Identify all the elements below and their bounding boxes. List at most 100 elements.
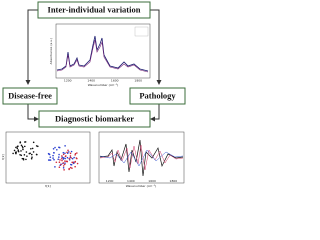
scatter-point bbox=[31, 156, 33, 159]
scatter-point bbox=[64, 145, 66, 147]
scatter-point bbox=[52, 154, 54, 157]
scatter-point bbox=[31, 147, 34, 150]
scatter-point bbox=[32, 151, 35, 153]
scatter-point bbox=[73, 156, 75, 159]
scatter-point bbox=[54, 166, 56, 168]
scatter-point bbox=[55, 161, 58, 164]
scatter-point bbox=[58, 161, 61, 164]
scatter-point bbox=[19, 153, 21, 156]
scatter-point bbox=[13, 149, 16, 152]
loading-line bbox=[99, 139, 184, 177]
scatter-point bbox=[17, 145, 19, 147]
scatter-point bbox=[74, 165, 76, 168]
scatter-point bbox=[68, 157, 71, 160]
scatter-point bbox=[30, 153, 33, 156]
scatter-point bbox=[23, 154, 26, 156]
scatter-point bbox=[26, 155, 28, 157]
scatter-point bbox=[49, 159, 52, 161]
scatter-point bbox=[68, 167, 70, 170]
scatter-point bbox=[15, 151, 17, 153]
scatter-point bbox=[74, 154, 76, 156]
scatter-point bbox=[66, 156, 69, 159]
node-label: Pathology bbox=[139, 90, 176, 100]
scatter-point bbox=[25, 151, 28, 153]
scatter-point bbox=[69, 166, 72, 169]
scatter-point bbox=[58, 166, 61, 169]
spectrum-line bbox=[56, 39, 149, 73]
legend bbox=[134, 26, 149, 37]
scores-plot bbox=[5, 131, 91, 184]
x-tick-label: 1800 bbox=[170, 179, 178, 183]
arrow bbox=[25, 9, 38, 85]
scatter-point bbox=[64, 162, 66, 164]
arrow bbox=[27, 104, 39, 122]
scatter-point bbox=[62, 167, 65, 169]
scatter-point bbox=[21, 145, 24, 148]
scatter-point bbox=[47, 159, 50, 161]
scatter-point bbox=[69, 152, 72, 155]
scatter-point bbox=[15, 146, 17, 149]
scatter-point bbox=[52, 147, 55, 150]
graphical-abstract: Inter-individual variation Wavenumber (c… bbox=[1, 1, 186, 188]
scatter-point bbox=[57, 158, 60, 161]
scatter-point bbox=[22, 148, 24, 151]
x-tick-label: 1400 bbox=[87, 79, 95, 83]
arrow bbox=[150, 104, 160, 122]
node-box bbox=[38, 110, 151, 128]
scatter-point bbox=[62, 153, 65, 156]
scatter-point bbox=[67, 149, 69, 152]
scatter-point bbox=[20, 154, 23, 157]
scatter-point bbox=[62, 165, 65, 167]
node-box bbox=[2, 87, 58, 105]
scatter-point bbox=[63, 169, 65, 171]
scatter-point bbox=[58, 146, 61, 149]
scatter-point bbox=[25, 158, 27, 161]
scatter-point bbox=[35, 145, 38, 147]
x-tick-label: 1600 bbox=[111, 79, 119, 83]
node-box bbox=[129, 87, 186, 105]
x-tick-label: 1400 bbox=[127, 179, 135, 183]
scatter-point bbox=[56, 148, 58, 151]
scatter-point bbox=[71, 167, 73, 169]
scatter-point bbox=[66, 151, 68, 154]
x-tick-label: 1800 bbox=[134, 79, 142, 83]
scatter-point bbox=[70, 150, 73, 153]
scatter-point bbox=[28, 152, 31, 155]
scatter-point bbox=[60, 163, 62, 166]
x-label: t[1] bbox=[45, 184, 50, 188]
scatter-point bbox=[71, 157, 74, 160]
scatter-point bbox=[12, 152, 14, 155]
y-label: t[2] bbox=[1, 154, 5, 159]
scatter-point bbox=[68, 159, 71, 161]
scatter-point bbox=[63, 163, 66, 166]
scatter-point bbox=[68, 151, 70, 153]
scatter-point bbox=[36, 153, 38, 156]
scatter-point bbox=[75, 157, 78, 159]
scatter-point bbox=[61, 155, 63, 157]
scatter-point bbox=[30, 148, 32, 150]
scatter-point bbox=[70, 164, 73, 166]
scatter-point bbox=[65, 155, 67, 157]
scatter-point bbox=[64, 160, 66, 162]
scatter-point bbox=[16, 147, 19, 150]
scatter-point bbox=[23, 145, 26, 148]
title-box bbox=[37, 1, 151, 19]
scatter-point bbox=[20, 150, 22, 152]
scatter-point bbox=[74, 160, 77, 163]
scatter-point bbox=[49, 156, 52, 158]
scatter-point bbox=[53, 158, 55, 161]
scatter-point bbox=[76, 152, 78, 154]
scatter-point bbox=[62, 162, 65, 164]
x-tick-label: 1200 bbox=[106, 179, 114, 183]
x-tick-label: 1600 bbox=[148, 179, 156, 183]
x-label: Wavenumber (cm⁻¹) bbox=[126, 184, 157, 188]
scatter-point bbox=[53, 151, 55, 154]
scatter-point bbox=[30, 157, 33, 160]
title: Inter-individual variation bbox=[48, 4, 141, 14]
scatter-point bbox=[64, 152, 66, 154]
scatter-point bbox=[61, 157, 63, 160]
scatter-point bbox=[61, 156, 64, 159]
scatter-point bbox=[70, 157, 72, 159]
x-tick-label: 1200 bbox=[64, 79, 72, 83]
scatter-point bbox=[59, 159, 61, 161]
